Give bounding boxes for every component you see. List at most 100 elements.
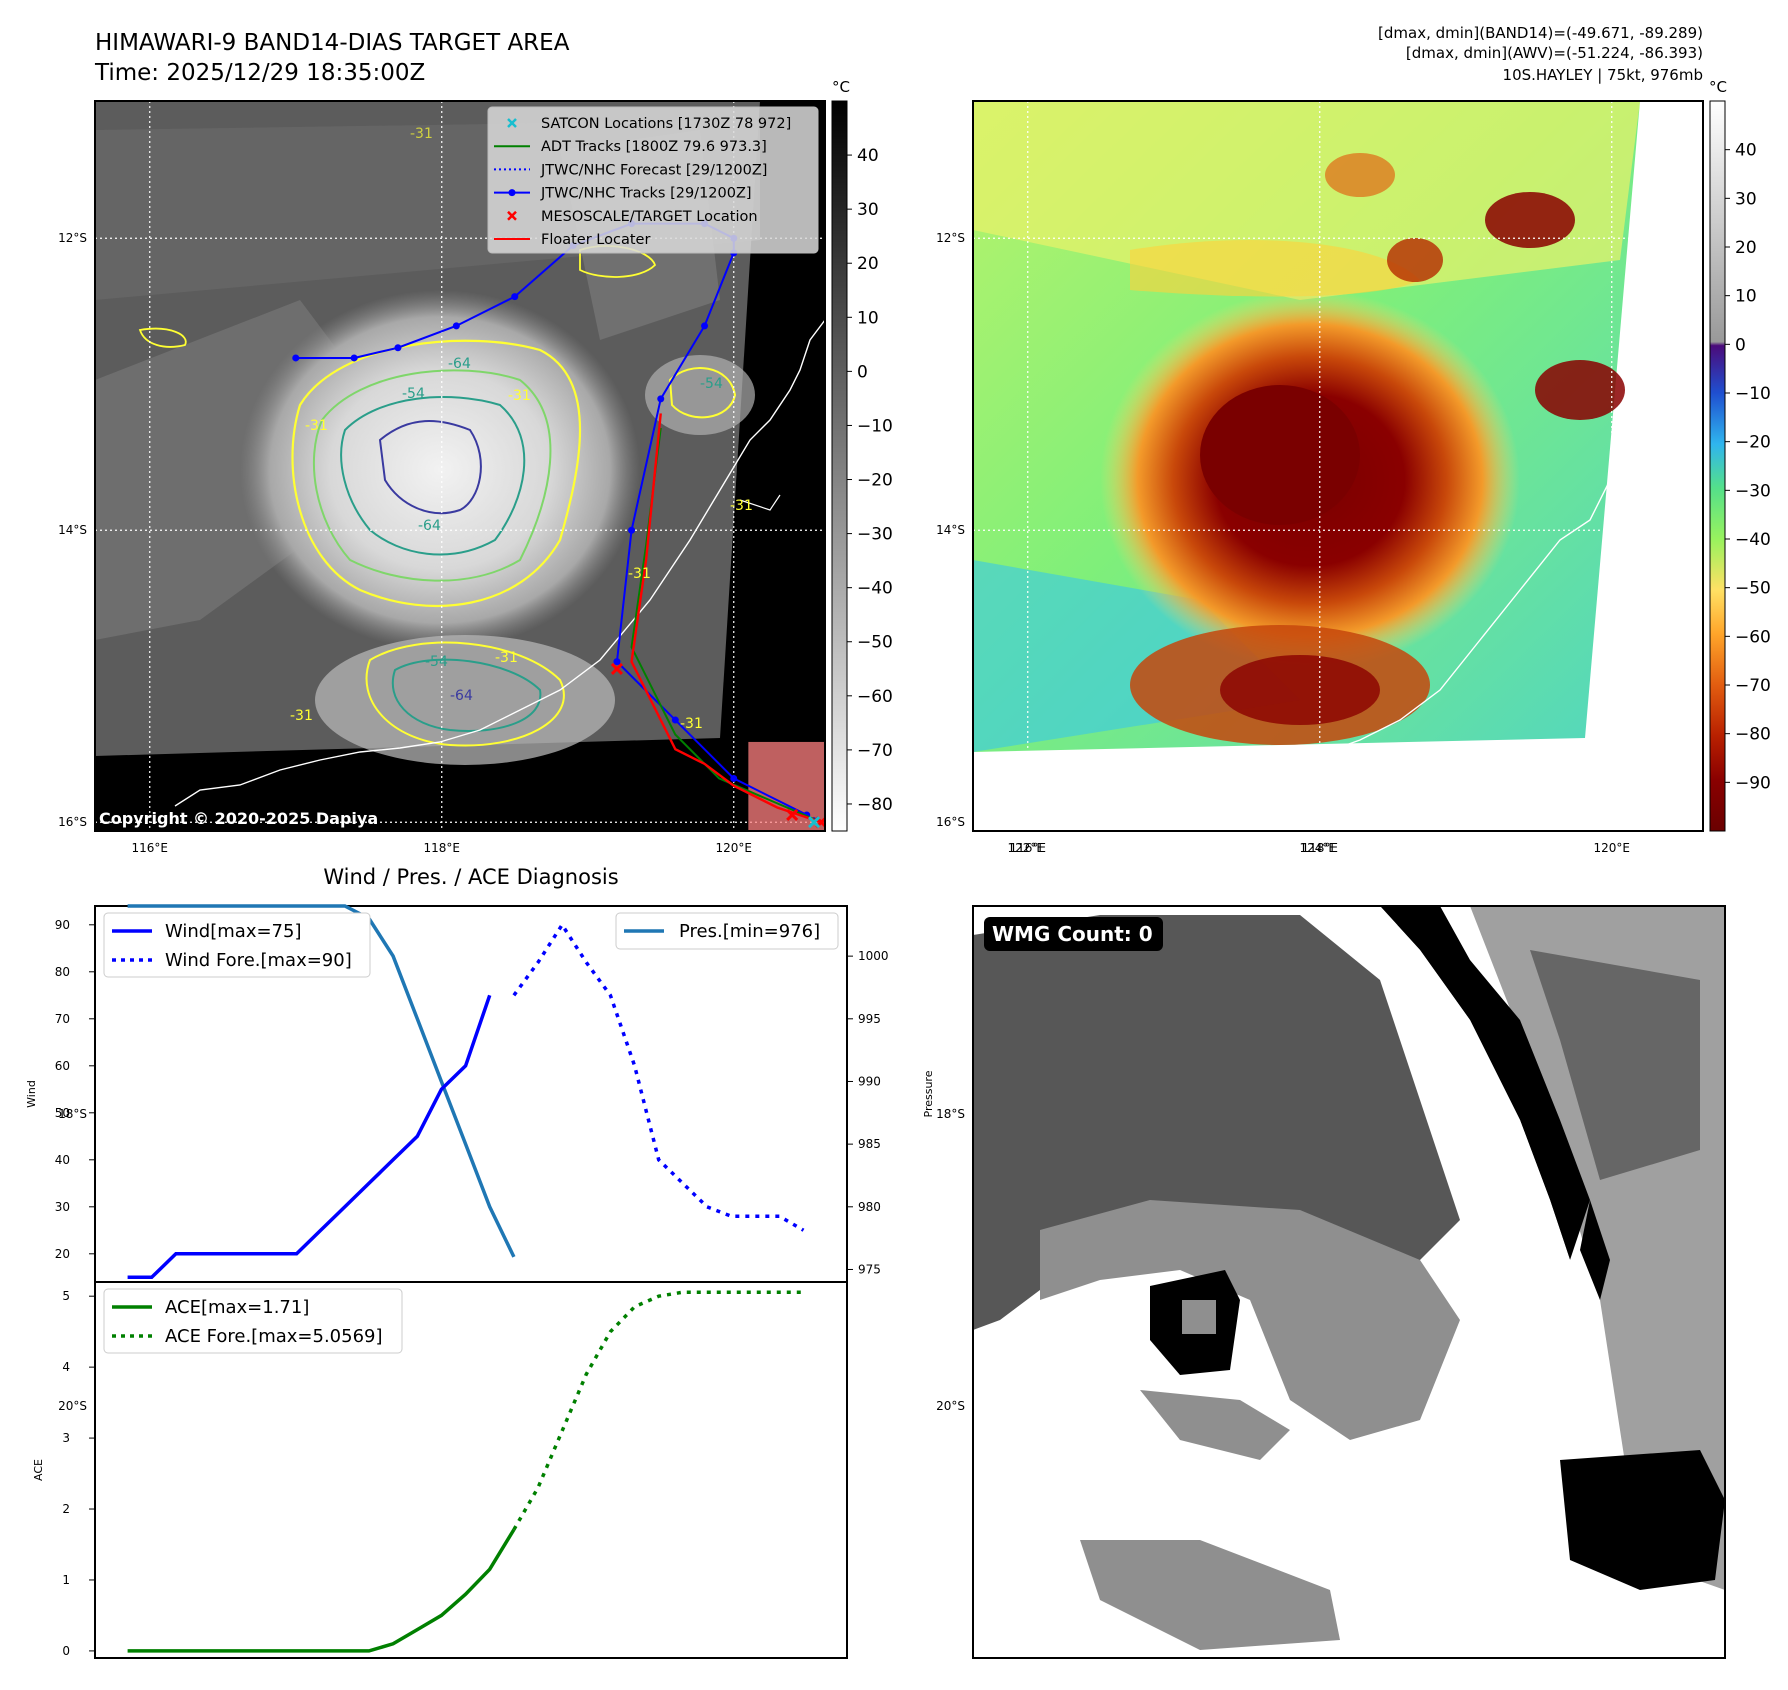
- legend-label: JTWC/NHC Forecast [29/1200Z]: [540, 162, 767, 178]
- colorbar-tick-label: −40: [1735, 530, 1771, 550]
- ace-legend: ACE[max=1.71] ACE Fore.[max=5.0569]: [103, 1288, 403, 1354]
- track-point: [394, 344, 402, 352]
- series-line: [127, 994, 492, 1280]
- y-tick-label: 60: [55, 1059, 70, 1073]
- lon-tick-label: 124°E: [1300, 841, 1337, 855]
- colorbar-tick-label: −30: [857, 525, 893, 545]
- colorbar-tick-label: −10: [857, 416, 893, 436]
- contour-labels: -31 -54 -64 -31 -31 -64 -31 -54 -31 -31 …: [290, 126, 753, 732]
- lat-tick-label: 16°S: [58, 815, 87, 829]
- colorbar-tick-label: −80: [857, 795, 893, 815]
- y-tick-label: 1: [62, 1573, 70, 1587]
- colorbar-tick-label: 30: [857, 200, 879, 220]
- contour-label: -31: [508, 388, 531, 404]
- y-tick-label: 80: [55, 965, 70, 979]
- contour-label: -31: [680, 716, 703, 732]
- pressure-axis-label: Pressure: [922, 1070, 935, 1117]
- stats-band14: [dmax, dmin](BAND14)=(-49.671, -89.289): [1378, 24, 1703, 42]
- legend-pressure: Pres.[min=976]: [679, 921, 820, 942]
- track-point: [292, 354, 300, 362]
- legend-label: JTWC/NHC Tracks [29/1200Z]: [540, 186, 752, 202]
- legend-ace: ACE[max=1.71]: [165, 1297, 309, 1318]
- colorbar-tick-label: 0: [1735, 335, 1746, 355]
- map-legend: SATCON Locations [1730Z 78 972] ADT Track…: [487, 106, 819, 254]
- ir-map-axis-ticks: 116°E 118°E 120°E 122°E 124°E 12°S 14°S 16°S 18°…: [58, 231, 1336, 1413]
- contour-label: -31: [305, 418, 328, 434]
- copyright-text: Copyright © 2020-2025 Dapiya: [99, 809, 378, 828]
- colorbar-tick-label: −10: [1735, 384, 1771, 404]
- x-marker: [807, 816, 821, 829]
- y-tick-label: 70: [55, 1012, 70, 1026]
- contour-label: -64: [450, 688, 473, 704]
- lon-tick-label: 120°E: [716, 841, 753, 855]
- y-tick-label: 2: [62, 1502, 70, 1516]
- y-tick-label: 20: [55, 1247, 70, 1261]
- ace-chart: 0 1 2 3 4 5 ACE ACE[max=1.71] ACE Fore.[max=5…: [32, 1281, 848, 1659]
- track-point: [730, 774, 738, 782]
- figure-title: HIMAWARI-9 BAND14-DIAS TARGET AREA: [95, 30, 570, 56]
- colorbar-tick-label: 40: [857, 146, 879, 166]
- ir-colorbar: °C 40 30 20 10 0 −10 −20 −30 −40 −50 −60 −70 −80: [831, 78, 893, 832]
- enhanced-ir-map-panel: 116°E 118°E 120°E 122°E 124°E 12°S 14°S 16°S 18°…: [936, 100, 1704, 1413]
- x-marker: [610, 662, 624, 676]
- legend-wind-forecast: Wind Fore.[max=90]: [165, 950, 352, 971]
- lat-tick-label: 12°S: [58, 231, 87, 245]
- storm-info: 10S.HAYLEY | 75kt, 976mb: [1503, 66, 1703, 84]
- satcon-marks: [807, 816, 821, 829]
- enhanced-colorbar-unit: °C: [1709, 78, 1727, 96]
- track-point: [671, 716, 679, 724]
- legend-entry: JTWC/NHC Forecast [29/1200Z]: [494, 162, 767, 178]
- colorbar-tick-label: −20: [857, 471, 893, 491]
- track-point: [511, 293, 519, 301]
- colorbar-tick-label: −20: [1735, 433, 1771, 453]
- lat-tick-label: 12°S: [936, 231, 965, 245]
- y-tick-label: 30: [55, 1200, 70, 1214]
- colorbar-tick-label: 30: [1735, 189, 1757, 209]
- colorbar-tick-label: −70: [857, 741, 893, 761]
- contour-label: -64: [448, 356, 471, 372]
- colorbar-tick-label: −90: [1735, 773, 1771, 793]
- contour-label: -54: [425, 654, 448, 670]
- ir-colorbar-unit: °C: [832, 78, 850, 96]
- y2-tick-label: 990: [858, 1074, 881, 1088]
- lon-tick-label: 120°E: [1594, 841, 1631, 855]
- colorbar-tick-label: 40: [1735, 141, 1757, 161]
- series-line: [127, 904, 516, 1258]
- wmg-count-label: WMG Count: 0: [992, 922, 1153, 946]
- colorbar-tick-label: −60: [857, 687, 893, 707]
- lon-tick-label: 116°E: [1010, 841, 1047, 855]
- colorbar-tick-label: 20: [857, 254, 879, 274]
- y-tick-label: 50: [55, 1106, 70, 1120]
- y-tick-label: 3: [62, 1431, 70, 1445]
- contour-label: -31: [628, 566, 651, 582]
- y-tick-label: 90: [55, 918, 70, 932]
- legend-label: SATCON Locations [1730Z 78 972]: [541, 116, 791, 132]
- y-tick-label: 4: [62, 1360, 70, 1374]
- series-line: [512, 1290, 804, 1531]
- y2-tick-label: 975: [858, 1262, 881, 1276]
- colorbar-tick-label: 0: [857, 362, 868, 382]
- wmg-count-badge: WMG Count: 0: [984, 917, 1163, 951]
- enhanced-map-axis-ticks: 116°E 118°E 120°E 122°E 124°E 12°S 14°S 16°S 18°…: [936, 231, 1631, 1413]
- lat-tick-label: 16°S: [936, 815, 965, 829]
- legend-entry: SATCON Locations [1730Z 78 972]: [507, 116, 791, 132]
- lat-tick-label: 20°S: [58, 1399, 87, 1413]
- lat-tick-label: 18°S: [58, 1107, 87, 1121]
- colorbar-tick-label: −70: [1735, 676, 1771, 696]
- contour-label: -31: [730, 498, 753, 514]
- track-point: [452, 322, 460, 330]
- floater-track: [630, 413, 822, 824]
- colorbar-tick-label: −80: [1735, 725, 1771, 745]
- y-tick-label: 40: [55, 1153, 70, 1167]
- legend-ace-forecast: ACE Fore.[max=5.0569]: [165, 1326, 383, 1347]
- figure-time: Time: 2025/12/29 18:35:00Z: [94, 60, 425, 86]
- track-point: [350, 354, 358, 362]
- wmg-panel: WMG Count: 0: [972, 905, 1726, 1659]
- contour-label: -54: [402, 386, 425, 402]
- contour-label: -31: [290, 708, 313, 724]
- lon-tick-label: 116°E: [132, 841, 169, 855]
- contour-label: -64: [418, 518, 441, 534]
- colorbar-tick-label: −40: [857, 579, 893, 599]
- y2-tick-label: 1000: [858, 949, 889, 963]
